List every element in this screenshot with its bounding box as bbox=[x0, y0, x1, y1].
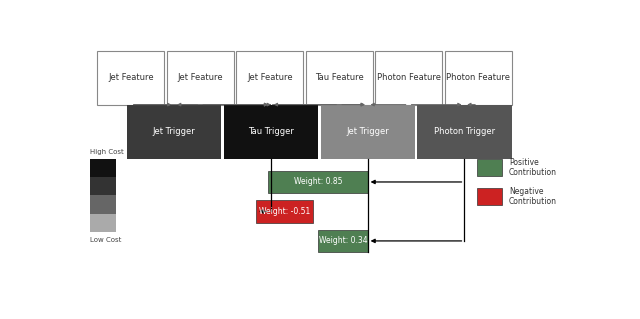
Bar bbox=[90, 159, 116, 177]
Bar bbox=[321, 105, 415, 159]
Text: Tau Feature: Tau Feature bbox=[315, 73, 364, 82]
Bar bbox=[90, 177, 116, 196]
Bar bbox=[417, 105, 511, 159]
Bar bbox=[318, 230, 367, 252]
Text: High Cost: High Cost bbox=[90, 149, 124, 155]
Text: Photon Trigger: Photon Trigger bbox=[434, 127, 495, 136]
Bar bbox=[167, 51, 234, 105]
Bar bbox=[306, 51, 372, 105]
Text: Low Cost: Low Cost bbox=[90, 237, 122, 243]
Text: Photon Feature: Photon Feature bbox=[376, 73, 440, 82]
Text: Photon Feature: Photon Feature bbox=[446, 73, 510, 82]
Bar bbox=[236, 51, 303, 105]
Text: Jet Feature: Jet Feature bbox=[177, 73, 223, 82]
Text: Jet Feature: Jet Feature bbox=[247, 73, 292, 82]
Bar bbox=[90, 214, 116, 232]
Bar bbox=[97, 51, 164, 105]
Bar bbox=[224, 105, 318, 159]
Text: Negative
Contribution: Negative Contribution bbox=[509, 187, 557, 206]
Text: Jet Feature: Jet Feature bbox=[108, 73, 154, 82]
Bar bbox=[90, 196, 116, 214]
Text: Tau Trigger: Tau Trigger bbox=[248, 127, 294, 136]
Bar bbox=[477, 188, 502, 205]
Bar bbox=[445, 51, 511, 105]
Bar bbox=[256, 200, 313, 223]
Bar bbox=[269, 171, 368, 193]
Bar bbox=[375, 51, 442, 105]
Text: Jet Trigger: Jet Trigger bbox=[153, 127, 196, 136]
Text: Jet Trigger: Jet Trigger bbox=[346, 127, 389, 136]
Bar bbox=[127, 105, 221, 159]
Text: Positive
Contribution: Positive Contribution bbox=[509, 158, 557, 177]
Text: Weight: 0.85: Weight: 0.85 bbox=[294, 177, 342, 187]
Bar bbox=[477, 159, 502, 176]
Text: Weight: -0.51: Weight: -0.51 bbox=[259, 207, 310, 216]
Text: Weight: 0.34: Weight: 0.34 bbox=[319, 236, 367, 245]
